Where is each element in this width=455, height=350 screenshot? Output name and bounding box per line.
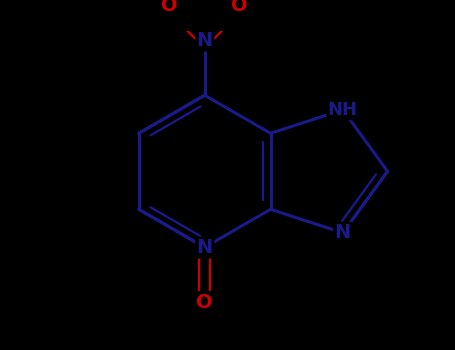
Text: N: N [197,31,213,50]
Text: O: O [197,293,213,312]
Text: NH: NH [328,101,358,119]
Text: O: O [231,0,248,15]
Text: N: N [335,223,351,242]
Text: N: N [197,238,213,257]
Text: O: O [162,0,178,15]
